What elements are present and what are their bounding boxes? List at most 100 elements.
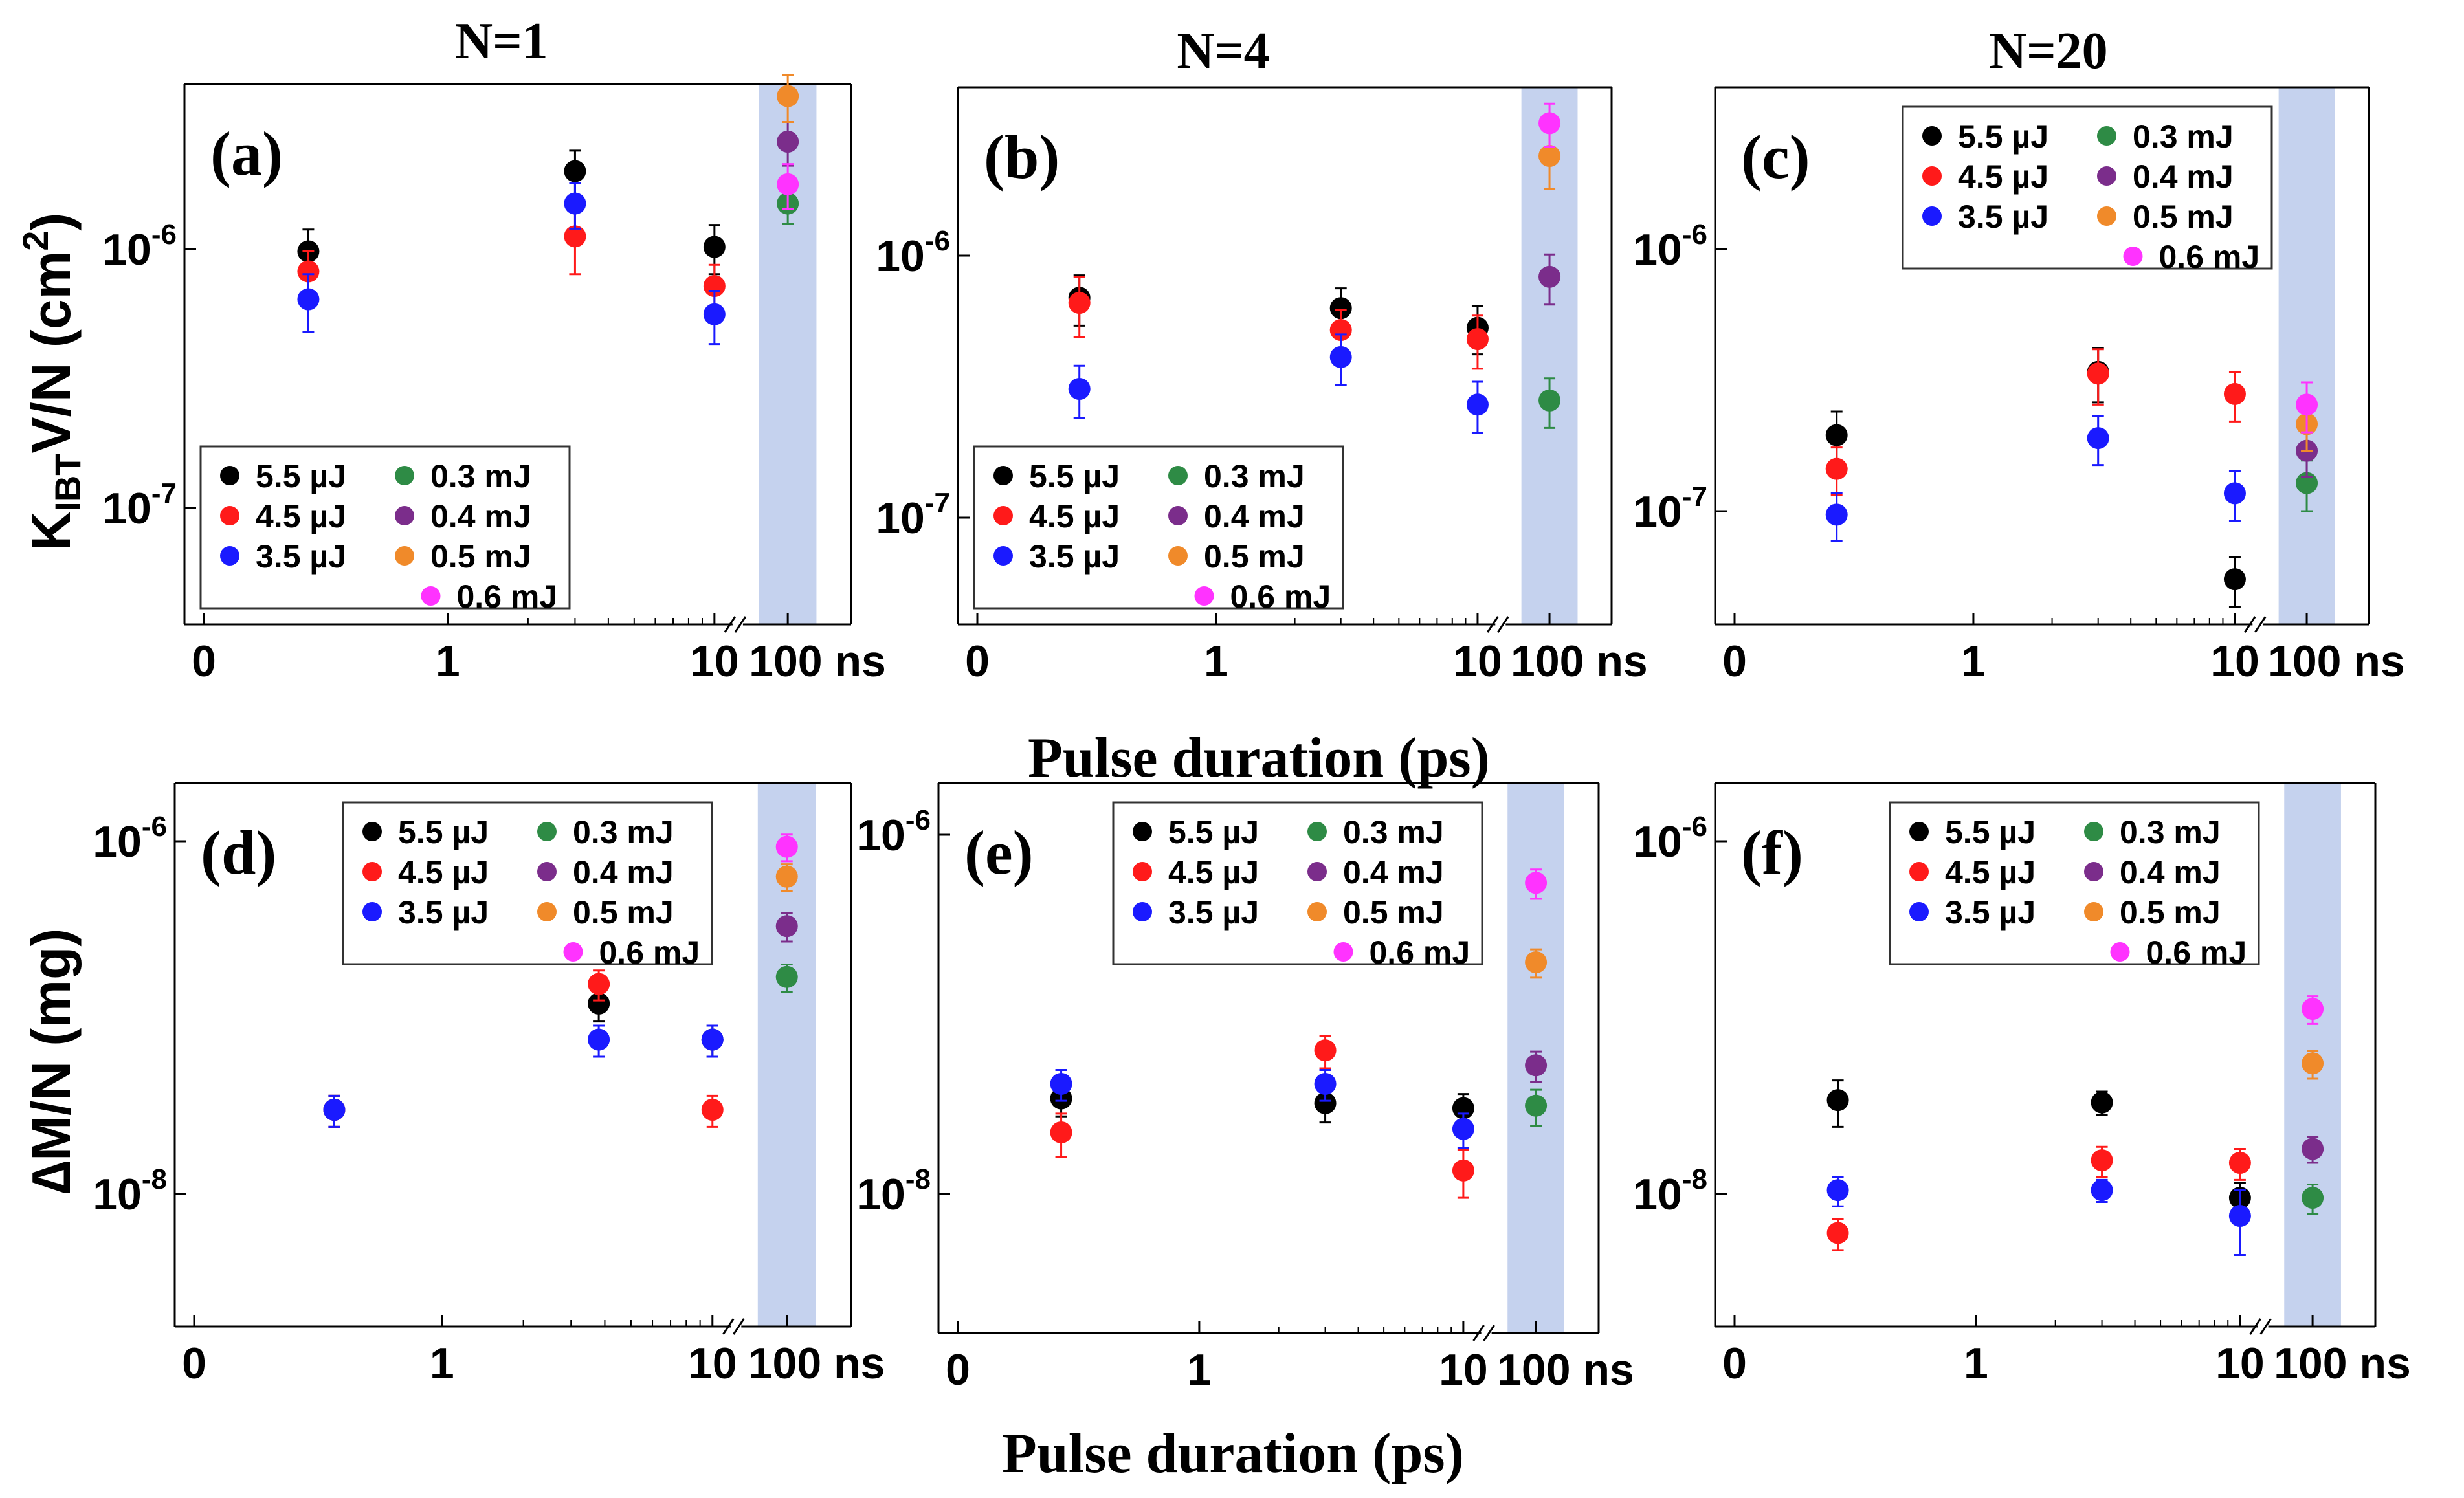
data-point-0-6-mJ <box>2296 393 2318 416</box>
top-x-axis-label: Pulse duration (ps) <box>1028 727 1490 789</box>
legend-label: 3.5 µJ <box>1945 894 2036 931</box>
data-point-4-5-J <box>1825 457 1848 480</box>
legend-label: 0.4 mJ <box>1343 854 1444 890</box>
data-point-3-5-J <box>588 1028 610 1051</box>
legend-box <box>199 445 571 610</box>
legend-label: 3.5 µJ <box>1168 894 1259 931</box>
data-point-0-4-mJ <box>1525 1054 1548 1077</box>
legend-marker <box>2097 126 2116 146</box>
legend-marker <box>993 546 1013 566</box>
data-point-0-4-mJ <box>775 915 798 938</box>
legend-marker <box>1307 822 1327 841</box>
data-point-4-5-J <box>701 1098 724 1121</box>
data-point-0-6-mJ <box>1525 872 1548 894</box>
data-point-0-5-mJ <box>777 85 799 107</box>
y-tick-label: 10-8 <box>1633 1163 1707 1219</box>
legend-label: 5.5 µJ <box>1945 814 2036 850</box>
legend-marker <box>537 862 557 881</box>
legend-marker <box>395 506 414 525</box>
data-point-3-5-J <box>1826 1179 1849 1202</box>
x-tick-label: 10 <box>2210 637 2259 686</box>
legend-label: 3.5 µJ <box>398 894 489 931</box>
x-tick-label: 0 <box>1722 637 1747 686</box>
data-point-4-5-J <box>1452 1159 1474 1182</box>
legend-label: 4.5 µJ <box>1029 498 1120 534</box>
axis-break <box>724 616 737 633</box>
x-tick-label: 100 ns <box>748 1339 885 1388</box>
legend-marker <box>1909 822 1929 841</box>
data-point-3-5-J <box>1329 346 1352 368</box>
data-point-0-3-mJ <box>1525 1094 1548 1117</box>
legend-label: 0.5 mJ <box>2133 199 2234 235</box>
bottom-y-axis-label: ∆M/N (mg) <box>21 929 82 1195</box>
legend-marker <box>362 822 382 841</box>
legend-marker <box>993 506 1013 525</box>
legend: 5.5 µJ 4.5 µJ 3.5 µJ 0.3 mJ 0.4 mJ 0.5 mJ0.6 … <box>1889 801 2260 971</box>
legend-marker <box>1133 822 1152 841</box>
data-point-0-3-mJ <box>2302 1187 2324 1209</box>
panel-title-a: N=1 <box>455 13 548 70</box>
data-point-3-5-J <box>701 1028 724 1051</box>
data-point-3-5-J <box>564 192 586 215</box>
x-tick-label: 100 ns <box>749 637 886 686</box>
x-tick-label: 100 ns <box>1497 1345 1634 1394</box>
x-tick-label: 1 <box>1964 1339 1988 1388</box>
legend-marker <box>1133 862 1152 881</box>
data-point-0-5-mJ <box>1538 145 1561 168</box>
x-tick-label: 100 ns <box>2274 1339 2411 1388</box>
data-point-3-5-J <box>1068 377 1091 400</box>
axis-break <box>1487 616 1499 633</box>
panel-e: 0 1 10 100 ns 10-6 10-8 (e) 5.5 µJ 4.5 µJ 3.5 µJ 0… <box>856 782 1634 1394</box>
legend-marker <box>2084 822 2103 841</box>
legend-marker <box>421 586 441 606</box>
axis-break <box>1497 616 1509 633</box>
data-point-3-5-J <box>2228 1205 2251 1228</box>
legend: 5.5 µJ 4.5 µJ 3.5 µJ 0.3 mJ 0.4 mJ 0.5 mJ0.6 … <box>973 445 1344 615</box>
legend-label: 4.5 µJ <box>1945 854 2036 890</box>
legend-label: 0.5 mJ <box>430 538 531 575</box>
axis-break <box>2254 616 2267 633</box>
data-point-0-5-mJ <box>2302 1052 2324 1075</box>
legend-label: 5.5 µJ <box>1168 814 1259 850</box>
data-point-3-5-J <box>1452 1118 1474 1140</box>
data-point-3-5-J <box>2091 1179 2113 1202</box>
legend-marker <box>1133 902 1152 921</box>
legend-marker <box>2123 247 2143 266</box>
data-point-5-5-J <box>2223 568 2246 591</box>
legend-box <box>973 445 1344 610</box>
legend: 5.5 µJ 4.5 µJ 3.5 µJ 0.3 mJ 0.4 mJ 0.5 mJ0.6 … <box>342 801 713 971</box>
x-tick-label: 0 <box>192 637 216 686</box>
legend-marker <box>1922 206 1942 226</box>
panel-label: (d) <box>201 818 276 887</box>
panel-label: (b) <box>984 122 1060 192</box>
data-point-4-5-J <box>1068 292 1091 314</box>
legend-label: 5.5 µJ <box>256 458 346 494</box>
data-point-0-6-mJ <box>1538 112 1561 135</box>
legend-label: 0.6 mJ <box>457 578 558 615</box>
legend-marker <box>2097 166 2116 186</box>
legend-marker <box>563 942 583 962</box>
bottom-x-axis-label: Pulse duration (ps) <box>1002 1422 1464 1485</box>
legend: 5.5 µJ 4.5 µJ 3.5 µJ 0.3 mJ 0.4 mJ 0.5 mJ0.6 … <box>1112 801 1483 971</box>
data-point-0-6-mJ <box>775 835 798 858</box>
panel-title-b: N=4 <box>1177 23 1269 80</box>
legend-label: 0.5 mJ <box>1204 538 1305 575</box>
axes <box>1714 782 2377 1335</box>
data-point-4-5-J <box>297 260 320 283</box>
legend-marker <box>220 546 239 566</box>
data-point-5-5-J <box>564 160 586 182</box>
axis-break <box>2249 1318 2261 1335</box>
legend-box <box>342 801 713 965</box>
legend-marker <box>537 822 557 841</box>
data-point-3-5-J <box>703 303 726 325</box>
legend-marker <box>2084 862 2103 881</box>
data-point-5-5-J <box>1329 297 1352 320</box>
x-tick-label: 1 <box>436 637 460 686</box>
legend-box <box>1902 105 2273 270</box>
legend-marker <box>2110 942 2130 962</box>
legend-label: 0.4 mJ <box>573 854 674 890</box>
data-point-0-3-mJ <box>1538 389 1561 412</box>
legend-label: 4.5 µJ <box>398 854 489 890</box>
legend-marker <box>1307 862 1327 881</box>
